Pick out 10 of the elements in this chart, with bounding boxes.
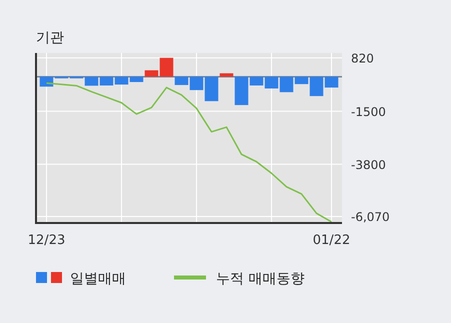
y-tick-label: 820 bbox=[351, 51, 374, 66]
line-series bbox=[46, 82, 332, 223]
legend-label: 일별매매 bbox=[70, 271, 126, 287]
x-tick-label: 12/23 bbox=[28, 233, 66, 248]
legend-label: 누적 매매동향 bbox=[216, 271, 304, 287]
y-tick-label: -3800 bbox=[351, 158, 386, 172]
y-tick-label: -6,070 bbox=[351, 210, 390, 224]
x-tick-label: 01/22 bbox=[312, 233, 350, 248]
y-tick-label: -1500 bbox=[351, 104, 386, 119]
chart-title: 기관 bbox=[36, 30, 64, 46]
